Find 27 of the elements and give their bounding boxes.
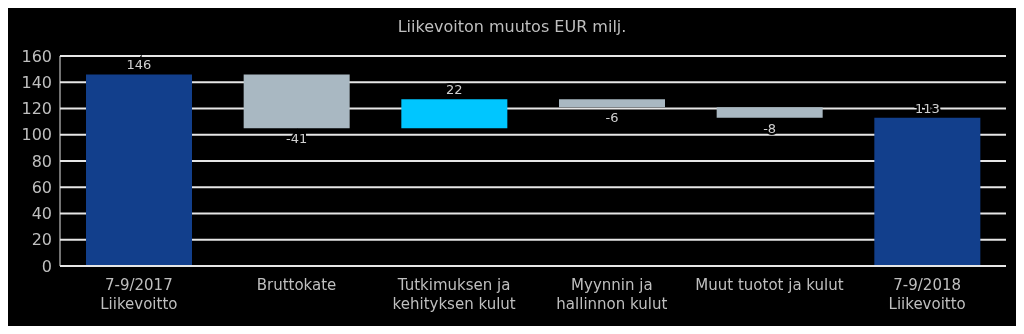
bar: [716, 107, 823, 118]
data-label: 22: [446, 82, 463, 98]
x-tick-label: 7-9/2017 Liikevoitto: [100, 276, 178, 313]
y-tick-label: 0: [41, 256, 52, 276]
y-tick-label: 40: [31, 204, 52, 224]
x-tick-label: Tutkimuksen ja kehityksen kulut: [392, 276, 516, 313]
x-tick-label: 7-9/2018 Liikevoitto: [888, 276, 966, 313]
y-tick-label: 160: [21, 46, 52, 66]
x-tick-label: Myynnin ja hallinnon kulut: [556, 276, 668, 313]
y-tick-label: 140: [21, 72, 52, 92]
x-tick-label: Muut tuotot ja kulut: [695, 276, 844, 294]
bar: [401, 99, 508, 129]
chart-title: Liikevoiton muutos EUR milj.: [396, 16, 628, 38]
bar: [874, 117, 981, 266]
y-tick-label: 60: [31, 177, 52, 197]
bar: [243, 74, 350, 129]
bar: [559, 99, 665, 108]
x-tick-label: Bruttokate: [256, 276, 337, 294]
y-tick-label: 100: [21, 125, 52, 145]
data-label: -6: [605, 110, 619, 126]
bar: [86, 74, 192, 266]
y-tick-label: 20: [31, 230, 52, 250]
y-tick-label: 80: [31, 151, 52, 171]
data-label: 146: [126, 57, 152, 73]
data-label: -41: [286, 131, 308, 147]
data-label: -8: [763, 120, 777, 136]
y-tick-label: 120: [21, 99, 52, 119]
